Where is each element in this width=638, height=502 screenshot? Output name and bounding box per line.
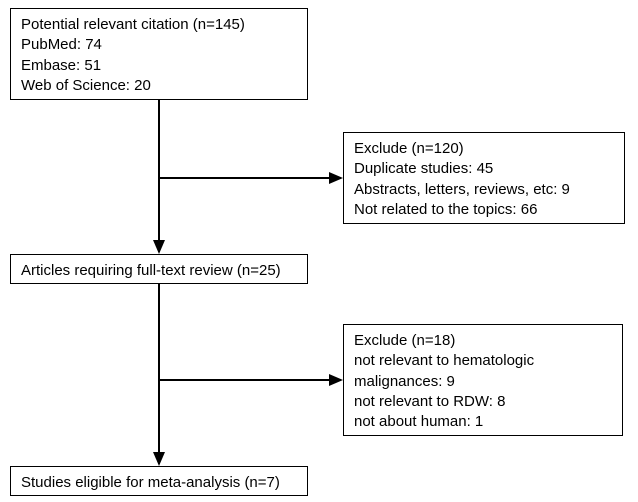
box2-line3: Abstracts, letters, reviews, etc: 9 bbox=[354, 180, 614, 200]
box1-line2: PubMed: 74 bbox=[21, 35, 297, 55]
box-exclude-1: Exclude (n=120) Duplicate studies: 45 Ab… bbox=[343, 132, 625, 224]
box4-line4: not relevant to RDW: 8 bbox=[354, 392, 612, 412]
box2-line1: Exclude (n=120) bbox=[354, 139, 614, 159]
box4-line5: not about human: 1 bbox=[354, 412, 612, 432]
box3-line1: Articles requiring full-text review (n=2… bbox=[21, 261, 297, 281]
box-exclude-2: Exclude (n=18) not relevant to hematolog… bbox=[343, 324, 623, 436]
box4-line3: malignances: 9 bbox=[354, 372, 612, 392]
box4-line1: Exclude (n=18) bbox=[354, 331, 612, 351]
box-fulltext-review: Articles requiring full-text review (n=2… bbox=[10, 254, 308, 284]
box1-line1: Potential relevant citation (n=145) bbox=[21, 15, 297, 35]
box2-line4: Not related to the topics: 66 bbox=[354, 200, 614, 220]
box-identification: Potential relevant citation (n=145) PubM… bbox=[10, 8, 308, 100]
box1-line4: Web of Science: 20 bbox=[21, 76, 297, 96]
box-eligible: Studies eligible for meta-analysis (n=7) bbox=[10, 466, 308, 496]
box4-line2: not relevant to hematologic bbox=[354, 351, 612, 371]
box5-line1: Studies eligible for meta-analysis (n=7) bbox=[21, 473, 297, 493]
box2-line2: Duplicate studies: 45 bbox=[354, 159, 614, 179]
box1-line3: Embase: 51 bbox=[21, 56, 297, 76]
